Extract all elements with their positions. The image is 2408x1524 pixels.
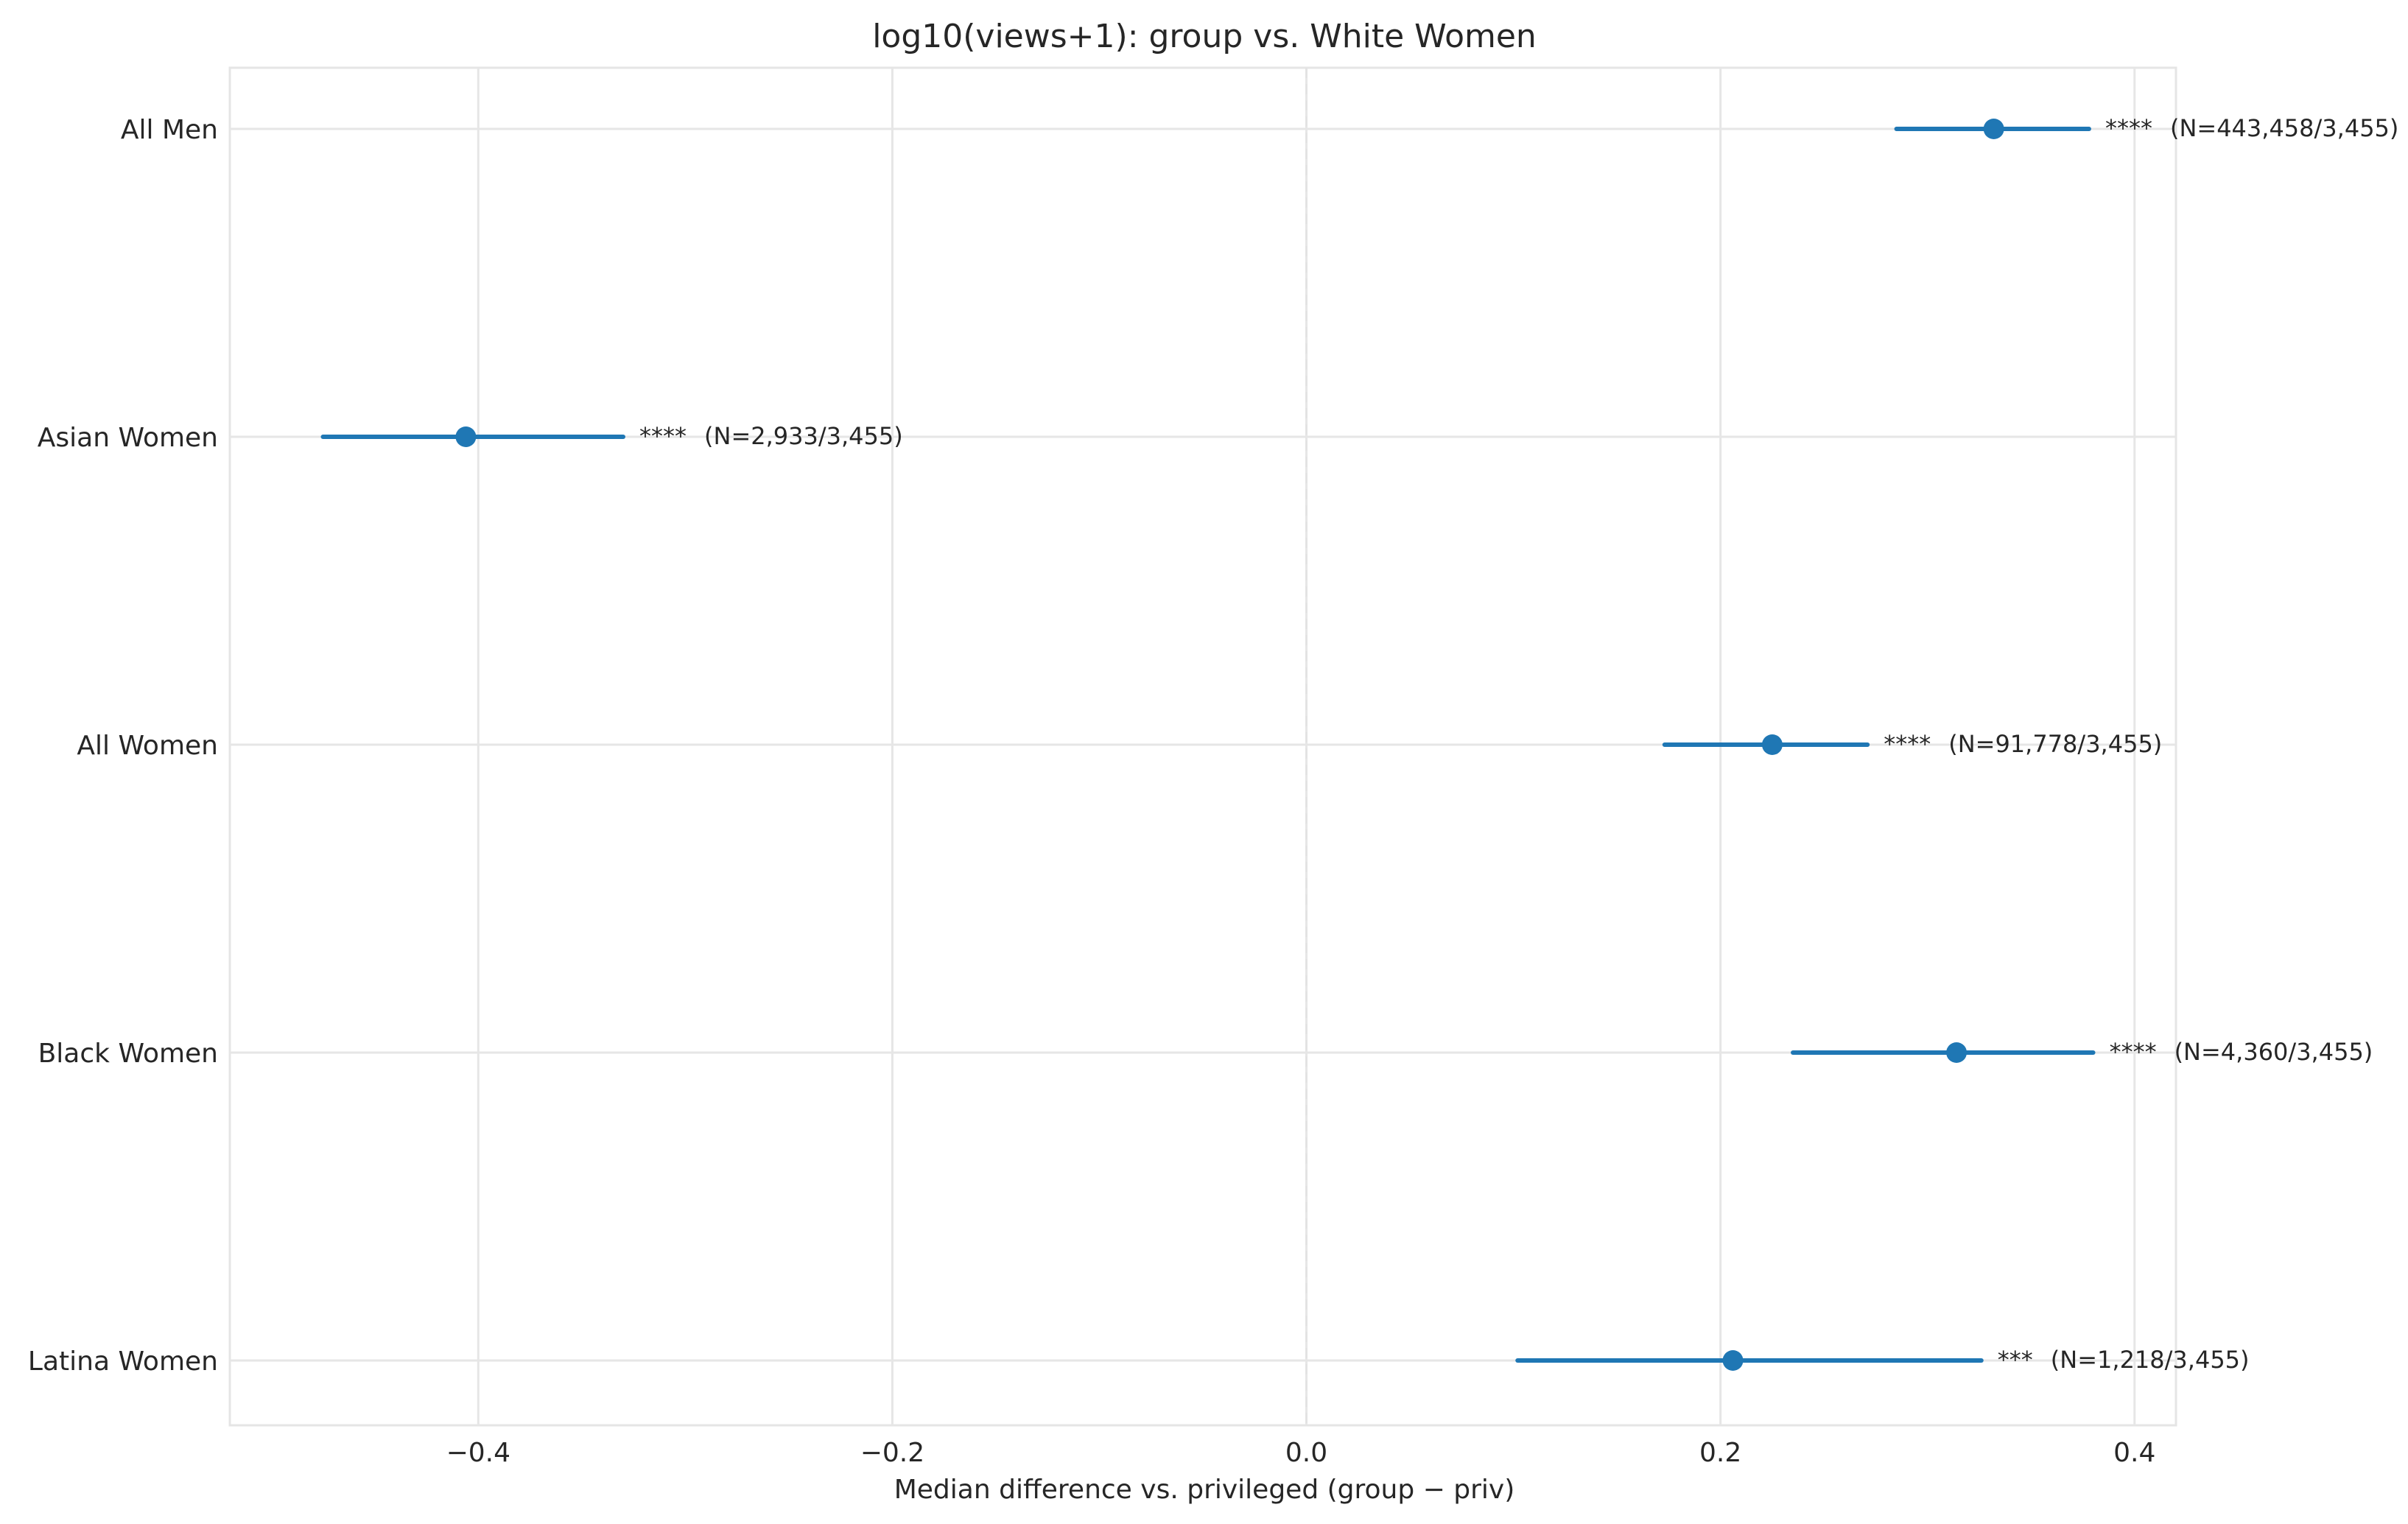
significance-label: **** [1884,730,1931,758]
data-point [1761,734,1783,755]
x-tick-label: 0.4 [2113,1438,2155,1468]
y-tick-label: Asian Women [38,423,218,453]
x-tick-label: −0.2 [860,1438,924,1468]
plot-area-frame [228,66,2177,1427]
x-tick-label: 0.0 [1285,1438,1327,1468]
data-point [1983,119,2004,139]
x-axis-label: Median difference vs. privileged (group … [894,1475,1515,1505]
y-tick-label: Black Women [38,1039,218,1069]
significance-label: **** [2110,1038,2157,1066]
series-layer: **** (N=443,458/3,455) **** (N=2,933/3,455)… [320,114,2398,1374]
n-label: (N=443,458/3,455) [2170,114,2398,142]
y-axis-ticks: All Men Asian Women All Women Black Women La… [28,115,218,1377]
significance-label: *** [1998,1346,2033,1374]
chart-title: log10(views+1): group vs. White Women [872,18,1537,55]
data-point [455,426,477,447]
x-tick-label: 0.2 [1699,1438,1741,1468]
n-label: (N=1,218/3,455) [2051,1346,2250,1374]
n-label: (N=91,778/3,455) [1948,730,2162,758]
y-tick-label: All Women [77,731,218,761]
data-point [1722,1350,1744,1371]
x-axis-ticks: −0.4 −0.2 0.0 0.2 0.4 [446,1438,2156,1468]
n-label: (N=2,933/3,455) [704,422,903,450]
significance-label: **** [639,422,687,450]
y-tick-label: All Men [121,115,218,145]
x-tick-label: −0.4 [446,1438,510,1468]
n-label: (N=4,360/3,455) [2174,1038,2373,1066]
significance-label: **** [2105,114,2152,142]
y-tick-label: Latina Women [28,1346,218,1377]
data-point [1946,1042,1968,1063]
